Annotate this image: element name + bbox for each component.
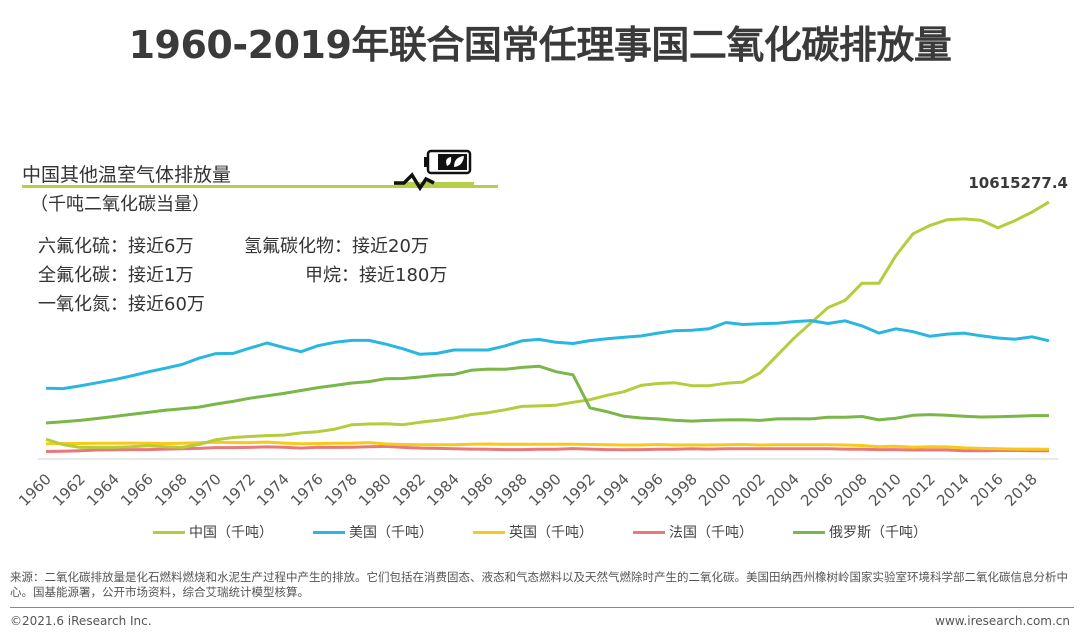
- x-tick-label: 2002: [729, 470, 769, 510]
- series-line-0: [45, 200, 1050, 449]
- x-tick-label: 1996: [627, 470, 667, 510]
- info-item-methane: 甲烷：接近180万: [305, 265, 448, 286]
- x-tick-label: 1990: [525, 470, 565, 510]
- info-item-hydrofluorocarbons: 氢氟碳化物：接近20万: [244, 236, 429, 257]
- legend-swatch: [473, 530, 505, 534]
- info-box-title: 中国其他温室气体排放量: [22, 164, 232, 186]
- x-tick-label: 1972: [219, 470, 259, 510]
- china-2019-data-label: 10615277.4: [968, 174, 1068, 192]
- x-tick-label: 1970: [185, 470, 225, 510]
- footer-divider: [10, 607, 1074, 608]
- info-box-divider: [22, 185, 498, 188]
- legend-label: 俄罗斯（千吨）: [829, 525, 927, 541]
- x-tick-label: 2006: [797, 470, 837, 510]
- x-tick-label: 2018: [1001, 470, 1041, 510]
- info-item-perfluorocarbons: 全氟化碳：接近1万: [38, 265, 194, 286]
- x-tick-label: 1974: [253, 470, 293, 510]
- legend-swatch: [633, 530, 665, 534]
- info-item-nitrous-oxide: 一氧化氮：接近60万: [38, 294, 205, 315]
- x-tick-label: 2004: [763, 470, 803, 510]
- legend-item: 英国（千吨）: [473, 522, 593, 542]
- chart-title: 1960-2019年联合国常任理事国二氧化碳排放量: [128, 23, 952, 67]
- x-tick-label: 1982: [389, 470, 429, 510]
- legend-item: 中国（千吨）: [153, 522, 273, 542]
- info-box-subtitle: （千吨二氧化碳当量）: [30, 194, 210, 215]
- x-tick-label: 1998: [661, 470, 701, 510]
- chart-legend: 中国（千吨） 美国（千吨） 英国（千吨） 法国（千吨） 俄罗斯（千吨）: [0, 522, 1080, 542]
- x-tick-label: 1992: [559, 470, 599, 510]
- legend-label: 中国（千吨）: [189, 525, 273, 541]
- x-tick-label: 2010: [865, 470, 905, 510]
- x-tick-label: 1960: [15, 470, 55, 510]
- battery-leaf-icon: [394, 146, 474, 202]
- x-tick-label: 1984: [423, 470, 463, 510]
- series-line-4: [45, 364, 1049, 425]
- legend-label: 法国（千吨）: [669, 525, 753, 541]
- line-chart: 1960196219641966196819701972197419761978…: [15, 200, 1058, 510]
- x-tick-label: 1962: [49, 470, 89, 510]
- copyright: ©2021.6 iResearch Inc.: [10, 614, 152, 628]
- x-tick-label: 2012: [899, 470, 939, 510]
- x-tick-label: 1976: [287, 470, 327, 510]
- x-tick-label: 2016: [967, 470, 1007, 510]
- series-line-1: [45, 319, 1050, 391]
- x-tick-label: 1980: [355, 470, 395, 510]
- x-tick-label: 2008: [831, 470, 871, 510]
- x-tick-label: 1968: [151, 470, 191, 510]
- x-tick-label: 1994: [593, 470, 633, 510]
- x-tick-label: 1986: [457, 470, 497, 510]
- website-link[interactable]: www.iresearch.com.cn: [935, 614, 1070, 628]
- legend-label: 英国（千吨）: [509, 525, 593, 541]
- x-tick-label: 2014: [933, 470, 973, 510]
- source-note: 来源：二氧化碳排放量是化石燃料燃烧和水泥生产过程中产生的排放。它们包括在消费固态…: [10, 570, 1068, 599]
- x-tick-label: 1988: [491, 470, 531, 510]
- legend-swatch: [153, 530, 185, 534]
- series-line-3: [45, 444, 1049, 453]
- info-item-sulfur-hexafluoride: 六氟化硫：接近6万: [38, 236, 194, 257]
- series-line-2: [45, 440, 1050, 451]
- x-tick-label: 1978: [321, 470, 361, 510]
- x-tick-label: 2000: [695, 470, 735, 510]
- x-tick-label: 1966: [117, 470, 157, 510]
- legend-swatch: [793, 530, 825, 534]
- legend-item: 法国（千吨）: [633, 522, 753, 542]
- x-tick-label: 1964: [83, 470, 123, 510]
- legend-label: 美国（千吨）: [349, 525, 433, 541]
- legend-swatch: [313, 530, 345, 534]
- legend-item: 俄罗斯（千吨）: [793, 522, 927, 542]
- legend-item: 美国（千吨）: [313, 522, 433, 542]
